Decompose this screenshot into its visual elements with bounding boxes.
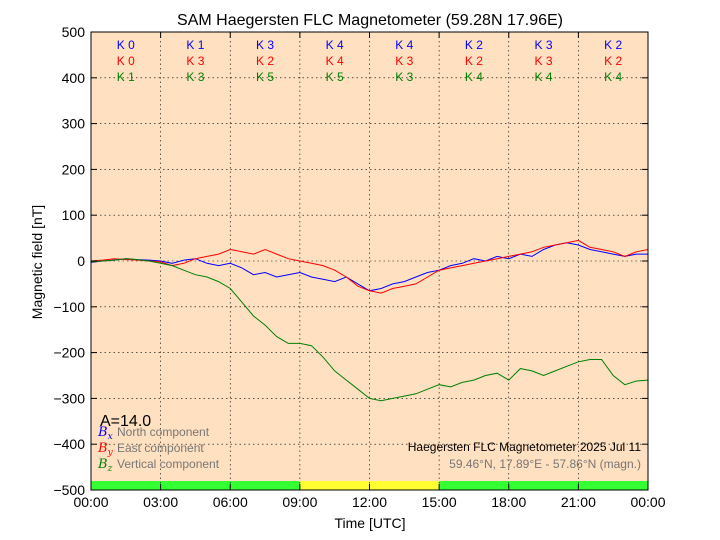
y-tick-label: −500 xyxy=(53,482,85,498)
k-index-east: K 3 xyxy=(535,54,553,68)
y-tick-label: 100 xyxy=(62,207,86,223)
k-index-vertical: K 4 xyxy=(604,70,622,84)
series-group xyxy=(90,239,649,402)
k-index-vertical: K 5 xyxy=(256,70,274,84)
series-line-east xyxy=(90,239,649,294)
x-tick-label: 18:00 xyxy=(491,494,526,510)
y-tick-label: −100 xyxy=(53,299,85,315)
k-index-east: K 2 xyxy=(604,54,622,68)
y-tick-label: 200 xyxy=(62,161,86,177)
axis-ticks: 00:00 03:00 06:00 09:00 12:00 15:00 18:00 21:00… xyxy=(53,24,665,510)
k-index-east: K 3 xyxy=(395,54,413,68)
k-index-east: K 4 xyxy=(326,54,344,68)
y-tick-label: −400 xyxy=(53,436,85,452)
k-index-vertical: K 5 xyxy=(326,70,344,84)
k-index-table: K 0 K 1 K 3 K 4 K 4 K 2 K 3 K 2 K 0 K 3 K 2 K 4 K 3 K… xyxy=(117,38,623,84)
x-tick-label: 15:00 xyxy=(422,494,457,510)
y-tick-label: 500 xyxy=(62,24,86,40)
y-tick-label: 0 xyxy=(77,253,85,269)
y-axis-label: Magnetic field [nT] xyxy=(29,205,45,319)
k-index-vertical: K 3 xyxy=(395,70,413,84)
y-tick-label: −300 xyxy=(53,390,85,406)
k-index-east: K 3 xyxy=(186,54,204,68)
k-index-north: K 3 xyxy=(256,38,274,52)
k-index-vertical: K 4 xyxy=(465,70,483,84)
k-index-vertical: K 3 xyxy=(186,70,204,84)
station-info-line1: Haegersten FLC Magnetometer 2025 Jul 11 xyxy=(408,440,642,454)
x-tick-label: 12:00 xyxy=(352,494,387,510)
k-index-north: K 0 xyxy=(117,38,135,52)
k-index-east: K 2 xyxy=(465,54,483,68)
legend-label-z: Vertical component xyxy=(117,457,220,471)
activity-segment-2 xyxy=(439,481,648,490)
y-tick-label: −200 xyxy=(53,345,85,361)
legend-symbol-y: By xyxy=(97,441,114,458)
chart-title: SAM Haegersten FLC Magnetometer (59.28N … xyxy=(177,12,563,29)
k-index-vertical: K 4 xyxy=(535,70,553,84)
k-index-north: K 3 xyxy=(535,38,553,52)
k-index-north: K 2 xyxy=(465,38,483,52)
x-tick-label: 09:00 xyxy=(282,494,317,510)
legend-label-y: East component xyxy=(117,441,204,455)
k-index-north: K 2 xyxy=(604,38,622,52)
k-index-east: K 2 xyxy=(256,54,274,68)
series-line-vertical xyxy=(90,258,649,402)
a-index: A=14.0 xyxy=(100,413,151,430)
x-tick-label: 00:00 xyxy=(630,494,665,510)
y-tick-label: 300 xyxy=(62,116,86,132)
legend-symbol-x: Bx xyxy=(97,425,113,442)
legend-symbol-z: Bz xyxy=(97,457,113,474)
station-info: Haegersten FLC Magnetometer 2025 Jul 11 … xyxy=(408,440,642,471)
y-tick-label: 400 xyxy=(62,70,86,86)
x-axis-label: Time [UTC] xyxy=(334,515,405,531)
k-index-north: K 4 xyxy=(395,38,413,52)
x-tick-label: 03:00 xyxy=(143,494,178,510)
k-index-north: K 1 xyxy=(186,38,204,52)
activity-segment-0 xyxy=(91,481,300,490)
k-index-north: K 4 xyxy=(326,38,344,52)
k-index-vertical: K 1 xyxy=(117,70,135,84)
grid-lines xyxy=(91,32,648,490)
x-tick-label: 21:00 xyxy=(561,494,596,510)
x-tick-label: 00:00 xyxy=(73,494,108,510)
k-index-east: K 0 xyxy=(117,54,135,68)
station-info-line2: 59.46°N, 17.89°E - 57.86°N (magn.) xyxy=(449,457,641,471)
x-tick-label: 06:00 xyxy=(213,494,248,510)
legend-label-x: North component xyxy=(117,425,210,439)
